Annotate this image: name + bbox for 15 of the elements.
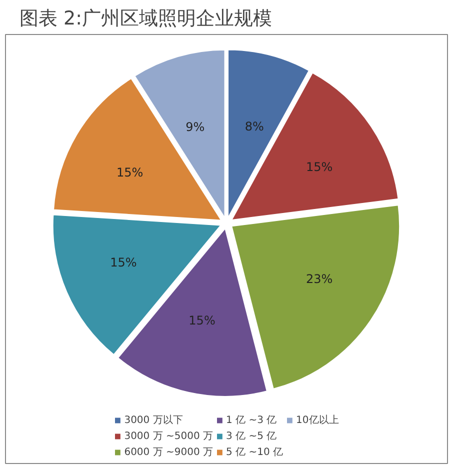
data-label: 15% xyxy=(110,256,137,270)
legend-label: 3000 万 ~5000 万 xyxy=(124,430,214,443)
data-label: 8% xyxy=(244,119,264,134)
legend-label: 1 亿 ~3 亿 xyxy=(226,414,277,427)
legend-label: 10亿以上 xyxy=(296,414,339,427)
data-label: 15% xyxy=(116,165,144,180)
legend-label: 5 亿 ~10 亿 xyxy=(226,446,284,459)
data-label: 9% xyxy=(186,120,205,134)
data-label: 15% xyxy=(306,160,333,174)
legend-label: 3000 万以下 xyxy=(124,414,183,427)
chart-title: 图表 2:广州区域照明企业规模 xyxy=(20,8,272,30)
data-label: 23% xyxy=(306,272,333,286)
legend-label: 3 亿 ~5 亿 xyxy=(226,430,277,443)
data-label: 15% xyxy=(188,313,216,328)
legend-label: 6000 万 ~9000 万 xyxy=(124,446,214,459)
